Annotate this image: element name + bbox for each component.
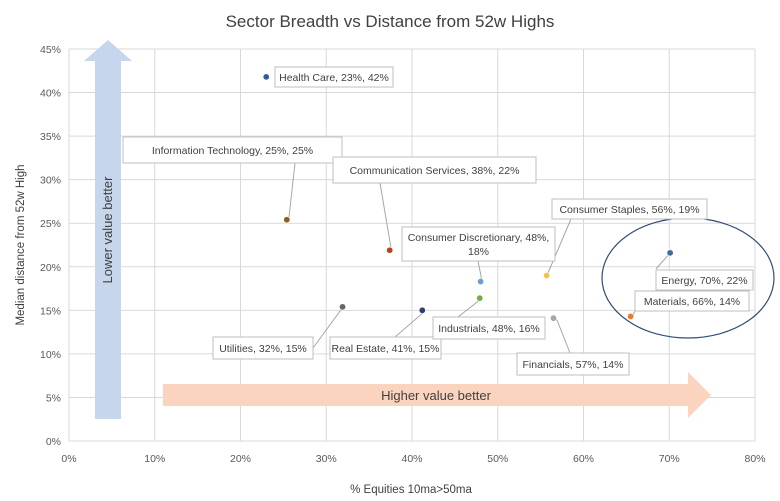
x-tick-label: 10% [144, 453, 165, 465]
data-label: Consumer Discretionary, 48%, [408, 232, 550, 244]
x-axis-ticks: 0% 10% 20% 30% 40% 50% 60% 70% 80% [61, 453, 765, 465]
vertical-arrow-label: Lower value better [100, 176, 115, 284]
x-tick-label: 20% [230, 453, 251, 465]
data-label-box [634, 290, 750, 312]
vertical-arrow-shape [84, 40, 132, 419]
data-label: Real Estate, 41%, 15% [332, 343, 440, 355]
horizontal-arrow-label: Higher value better [381, 388, 492, 403]
data-point-materials [627, 312, 635, 320]
data-point-information-technology [283, 216, 291, 224]
y-tick-label: 5% [46, 392, 61, 404]
y-tick-label: 15% [40, 305, 61, 317]
y-tick-label: 0% [46, 436, 61, 448]
y-tick-label: 25% [40, 218, 61, 230]
data-label-box [432, 316, 546, 340]
data-label-box [401, 226, 556, 262]
data-point-communication-services [386, 246, 394, 254]
data-label-box [122, 136, 343, 164]
data-point-financials [549, 314, 557, 322]
x-tick-label: 40% [401, 453, 422, 465]
data-point-industrials [476, 294, 484, 302]
x-tick-label: 0% [61, 453, 76, 465]
data-point-consumer-staples [543, 271, 551, 279]
data-label-box [332, 156, 537, 184]
data-label: Materials, 66%, 14% [644, 296, 740, 308]
y-tick-label: 40% [40, 88, 61, 100]
data-label: Information Technology, 25%, 25% [152, 145, 313, 157]
chart-title: Sector Breadth vs Distance from 52w High… [226, 12, 555, 31]
data-label-box [329, 336, 442, 360]
data-label-box [274, 66, 394, 88]
x-tick-label: 80% [744, 453, 765, 465]
data-points [262, 73, 674, 322]
y-tick-label: 45% [40, 44, 61, 56]
data-label: Energy, 70%, 22% [661, 275, 747, 287]
data-label: 18% [468, 246, 489, 258]
vertical-arrow: Lower value better [84, 40, 132, 419]
data-label: Utilities, 32%, 15% [219, 343, 307, 355]
data-label-box [551, 198, 708, 220]
data-label: Industrials, 48%, 16% [438, 323, 540, 335]
x-tick-label: 70% [659, 453, 680, 465]
data-label: Health Care, 23%, 42% [279, 72, 389, 84]
horizontal-arrow-shape [163, 372, 711, 418]
data-point-health-care [262, 73, 270, 81]
x-tick-label: 60% [573, 453, 594, 465]
x-tick-label: 50% [487, 453, 508, 465]
data-label: Financials, 57%, 14% [523, 359, 624, 371]
data-label-box [516, 352, 630, 376]
y-tick-label: 30% [40, 175, 61, 187]
data-label: Communication Services, 38%, 22% [350, 165, 520, 177]
x-axis-title: % Equities 10ma>50ma [350, 484, 472, 496]
data-label-box [212, 336, 314, 360]
data-point-real-estate [418, 306, 426, 314]
horizontal-arrow: Higher value better [163, 372, 711, 418]
data-label-box [655, 269, 754, 291]
y-tick-label: 10% [40, 349, 61, 361]
y-axis-ticks: 0% 5% 10% 15% 20% 25% 30% 35% 40% 45% [40, 44, 61, 448]
data-label: Consumer Staples, 56%, 19% [559, 204, 699, 216]
x-tick-label: 30% [316, 453, 337, 465]
y-tick-label: 20% [40, 262, 61, 274]
data-point-utilities [339, 303, 347, 311]
data-point-consumer-discretionary [477, 278, 485, 286]
y-tick-label: 35% [40, 131, 61, 143]
y-axis-title: Median distance from 52w High [15, 164, 27, 325]
data-point-energy [666, 249, 674, 257]
data-labels: Health Care, 23%, 42% Information Technol… [122, 66, 754, 376]
